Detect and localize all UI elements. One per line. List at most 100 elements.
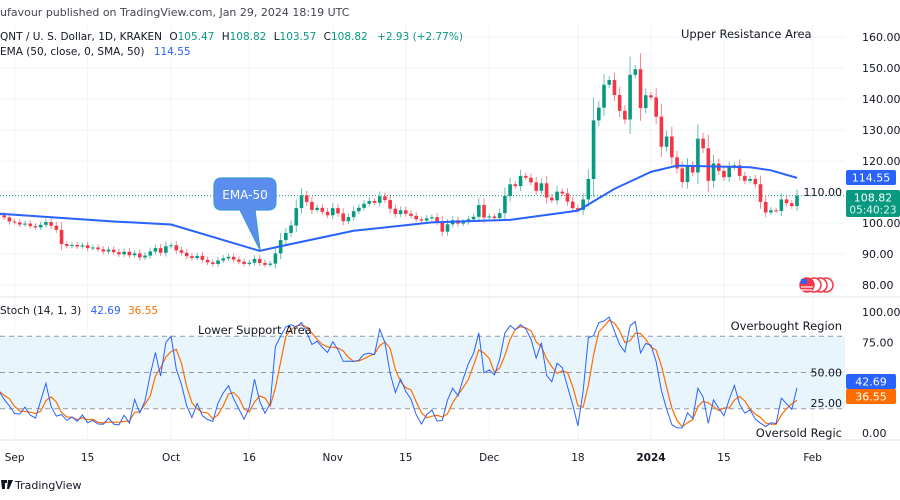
candle	[748, 175, 752, 184]
symbol-legend[interactable]: QNT / U. S. Dollar, 1D, KRAKEN O105.47 H…	[0, 31, 463, 43]
candle	[174, 241, 179, 254]
candle-body	[560, 191, 565, 194]
candle-body	[299, 195, 304, 209]
candle	[268, 260, 272, 268]
price-tick-label: 130.00	[862, 124, 900, 137]
close-label: C	[324, 31, 331, 43]
overbought-annotation[interactable]: Overbought Region	[731, 319, 842, 333]
candle-body	[38, 224, 43, 228]
candle-body	[372, 200, 377, 203]
candle-body	[80, 245, 85, 247]
candle-body	[247, 262, 252, 264]
stoch-legend[interactable]: Stoch (14, 1, 3) 42.69 36.55	[0, 305, 158, 317]
candle	[23, 220, 27, 227]
candle-body	[649, 95, 653, 98]
candle	[362, 199, 366, 211]
candle-body	[482, 205, 486, 218]
countdown-text: 05:40:23	[849, 205, 896, 217]
candle-body	[320, 207, 325, 212]
candle-body	[49, 222, 53, 226]
candle-body	[85, 245, 90, 249]
candle	[409, 210, 413, 219]
candle-body	[325, 211, 330, 216]
candle	[789, 199, 794, 209]
candle	[596, 100, 601, 126]
candle	[205, 256, 210, 266]
published-header: ufavour published on TradingView.com, Ja…	[0, 6, 350, 19]
candle-body	[289, 225, 293, 233]
candle	[779, 192, 784, 217]
candle	[200, 251, 205, 264]
stoch-levels	[0, 335, 845, 410]
price-tick-label: 110.00	[804, 186, 843, 199]
candle	[184, 249, 189, 260]
candle-body	[753, 178, 758, 185]
candle-body	[351, 211, 356, 218]
candle-body	[310, 201, 314, 210]
stoch-k-line	[0, 316, 798, 429]
candle-body	[628, 74, 632, 120]
candle	[696, 124, 700, 184]
candle-body	[127, 251, 132, 256]
oversold-annotation[interactable]: Oversold Regic	[756, 426, 842, 440]
candle	[795, 189, 799, 211]
candle	[357, 204, 361, 215]
candle	[257, 255, 262, 267]
candle-body	[257, 258, 262, 263]
candle	[341, 208, 346, 226]
upper-resistance-annotation[interactable]: Upper Resistance Area	[681, 27, 812, 41]
candle	[591, 97, 596, 198]
candle-body	[362, 203, 366, 208]
stoch-legend-label: Stoch (14, 1, 3)	[0, 305, 81, 317]
candle	[346, 213, 351, 225]
candle	[503, 187, 507, 220]
candle-body	[414, 215, 419, 220]
candle	[226, 253, 231, 261]
ema-legend[interactable]: EMA (50, close, 0, SMA, 50) 114.55	[0, 46, 191, 58]
candle-body	[7, 217, 12, 222]
candle-body	[273, 253, 278, 264]
lower-support-annotation[interactable]: Lower Support Area	[198, 323, 312, 337]
stoch-axis[interactable]: 100.00 75.00 50.00 25.00 0.00	[811, 306, 900, 440]
candle	[85, 241, 90, 251]
high-label: H	[222, 31, 230, 43]
candle	[675, 150, 679, 174]
candle	[221, 255, 226, 264]
candle-body	[701, 138, 705, 149]
candle-body	[12, 221, 17, 223]
callout-text: EMA-50	[222, 188, 267, 202]
candle	[237, 256, 241, 265]
candle-body	[758, 184, 763, 202]
tradingview-logo[interactable]: TradingView	[1, 479, 81, 492]
candle	[492, 213, 497, 221]
candle-body	[706, 148, 711, 181]
price-axis[interactable]: 160.00 150.00 140.00 130.00 120.00 110.00 100.…	[804, 31, 900, 292]
candle-body	[169, 245, 173, 247]
candle	[377, 191, 382, 207]
candle	[18, 219, 22, 228]
candle-body	[570, 201, 575, 209]
ema-50-callout[interactable]: EMA-50	[213, 177, 277, 251]
candle	[91, 244, 95, 251]
candle	[54, 221, 59, 233]
candle-body	[383, 196, 387, 201]
time-axis[interactable]: Sep 15 Oct 16 Nov 15 Dec 18 2024 15 Feb	[5, 452, 823, 464]
candle	[169, 242, 173, 249]
candle	[628, 56, 632, 134]
candle	[106, 246, 111, 255]
time-tick-label: 16	[243, 452, 257, 464]
candle-body	[398, 210, 403, 215]
candle-body	[200, 255, 205, 260]
us-flag-events-icon[interactable]	[799, 277, 834, 293]
candle	[263, 259, 267, 268]
candle-body	[471, 216, 476, 220]
candle	[164, 241, 168, 257]
candle	[33, 223, 38, 230]
candle	[64, 240, 69, 249]
candle-body	[685, 165, 690, 183]
time-tick-label: Oct	[162, 452, 180, 464]
candle-body	[18, 222, 22, 225]
candle	[690, 161, 695, 177]
candle-body	[737, 165, 742, 176]
